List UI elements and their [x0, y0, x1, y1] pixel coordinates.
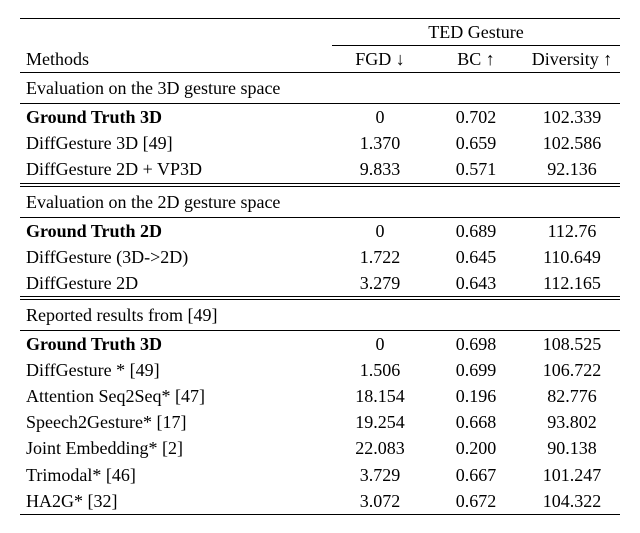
table-row: Joint Embedding* [2] 22.083 0.200 90.138: [20, 435, 620, 461]
cell-method: Trimodal* [46]: [20, 462, 332, 488]
cell-bc: 0.659: [428, 130, 524, 156]
section-title: Reported results from [49]: [20, 298, 620, 331]
cell-fgd: 3.072: [332, 488, 428, 515]
cell-bc: 0.672: [428, 488, 524, 515]
cell-method: DiffGesture 3D [49]: [20, 130, 332, 156]
cell-method: DiffGesture * [49]: [20, 357, 332, 383]
cell-div: 104.322: [524, 488, 620, 515]
cell-fgd: 0: [332, 104, 428, 131]
cell-div: 110.649: [524, 244, 620, 270]
cell-div: 112.76: [524, 217, 620, 244]
table-row: DiffGesture 2D 3.279 0.643 112.165: [20, 270, 620, 298]
cell-fgd: 1.506: [332, 357, 428, 383]
cell-fgd: 0: [332, 331, 428, 358]
table-row: Speech2Gesture* [17] 19.254 0.668 93.802: [20, 409, 620, 435]
cell-fgd: 0: [332, 217, 428, 244]
cell-method: Ground Truth 3D: [20, 331, 332, 358]
table-row: Ground Truth 3D 0 0.698 108.525: [20, 331, 620, 358]
cell-bc: 0.643: [428, 270, 524, 298]
cell-div: 92.136: [524, 156, 620, 184]
table-row: Attention Seq2Seq* [47] 18.154 0.196 82.…: [20, 383, 620, 409]
cell-div: 102.586: [524, 130, 620, 156]
section-title-row: Evaluation on the 2D gesture space: [20, 185, 620, 218]
cell-method: Joint Embedding* [2]: [20, 435, 332, 461]
cell-div: 93.802: [524, 409, 620, 435]
cell-fgd: 3.729: [332, 462, 428, 488]
cell-bc: 0.667: [428, 462, 524, 488]
cell-method: Attention Seq2Seq* [47]: [20, 383, 332, 409]
header-group: TED Gesture: [332, 19, 620, 46]
cell-div: 108.525: [524, 331, 620, 358]
section-title: Evaluation on the 2D gesture space: [20, 185, 620, 218]
cell-method: Ground Truth 2D: [20, 217, 332, 244]
section-title-row: Evaluation on the 3D gesture space: [20, 73, 620, 104]
table-row: HA2G* [32] 3.072 0.672 104.322: [20, 488, 620, 515]
cell-bc: 0.196: [428, 383, 524, 409]
table-row: Trimodal* [46] 3.729 0.667 101.247: [20, 462, 620, 488]
table-row: DiffGesture * [49] 1.506 0.699 106.722: [20, 357, 620, 383]
cell-div: 90.138: [524, 435, 620, 461]
cell-bc: 0.668: [428, 409, 524, 435]
cell-div: 101.247: [524, 462, 620, 488]
cell-div: 102.339: [524, 104, 620, 131]
table-row: Ground Truth 3D 0 0.702 102.339: [20, 104, 620, 131]
cell-method: HA2G* [32]: [20, 488, 332, 515]
header-col-bc: BC ↑: [428, 46, 524, 73]
cell-method: Speech2Gesture* [17]: [20, 409, 332, 435]
header-col-fgd: FGD ↓: [332, 46, 428, 73]
cell-div: 112.165: [524, 270, 620, 298]
header-blank: [20, 19, 332, 46]
cell-fgd: 1.370: [332, 130, 428, 156]
header-col-div: Diversity ↑: [524, 46, 620, 73]
cell-div: 82.776: [524, 383, 620, 409]
table-row: DiffGesture 3D [49] 1.370 0.659 102.586: [20, 130, 620, 156]
cell-fgd: 19.254: [332, 409, 428, 435]
cell-bc: 0.702: [428, 104, 524, 131]
cell-method: DiffGesture 2D: [20, 270, 332, 298]
section-title-row: Reported results from [49]: [20, 298, 620, 331]
header-row-2: Methods FGD ↓ BC ↑ Diversity ↑: [20, 46, 620, 73]
cell-fgd: 22.083: [332, 435, 428, 461]
table-row: DiffGesture (3D->2D) 1.722 0.645 110.649: [20, 244, 620, 270]
cell-bc: 0.645: [428, 244, 524, 270]
table-row: DiffGesture 2D + VP3D 9.833 0.571 92.136: [20, 156, 620, 184]
cell-fgd: 1.722: [332, 244, 428, 270]
cell-method: DiffGesture 2D + VP3D: [20, 156, 332, 184]
header-row-1: TED Gesture: [20, 19, 620, 46]
table-row: Ground Truth 2D 0 0.689 112.76: [20, 217, 620, 244]
results-table-container: TED Gesture Methods FGD ↓ BC ↑ Diversity…: [0, 0, 640, 533]
section-title: Evaluation on the 3D gesture space: [20, 73, 620, 104]
cell-bc: 0.200: [428, 435, 524, 461]
cell-bc: 0.698: [428, 331, 524, 358]
cell-bc: 0.699: [428, 357, 524, 383]
cell-fgd: 3.279: [332, 270, 428, 298]
cell-bc: 0.689: [428, 217, 524, 244]
cell-method: DiffGesture (3D->2D): [20, 244, 332, 270]
results-table: TED Gesture Methods FGD ↓ BC ↑ Diversity…: [20, 18, 620, 515]
header-methods: Methods: [20, 46, 332, 73]
cell-bc: 0.571: [428, 156, 524, 184]
cell-fgd: 18.154: [332, 383, 428, 409]
cell-method: Ground Truth 3D: [20, 104, 332, 131]
cell-fgd: 9.833: [332, 156, 428, 184]
cell-div: 106.722: [524, 357, 620, 383]
